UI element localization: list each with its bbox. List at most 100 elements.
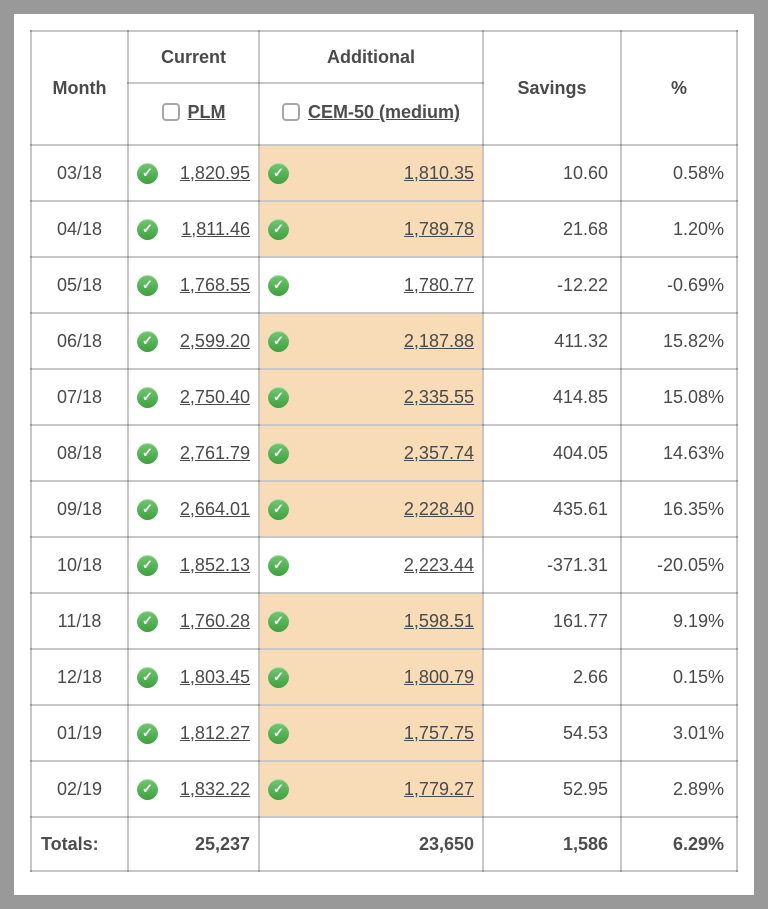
- additional-value-link[interactable]: 1,800.79: [403, 666, 474, 687]
- current-cell: ✓ 1,820.95: [127, 144, 260, 202]
- column-header-percent: %: [620, 30, 738, 146]
- savings-cell: 21.68: [482, 200, 622, 258]
- savings-value: 435.61: [552, 498, 608, 519]
- table-row: 12/18 ✓ 1,803.45 ✓ 1,800.79 2.66 0.15%: [30, 648, 738, 706]
- percent-cell: 14.63%: [620, 424, 738, 482]
- additional-value-link[interactable]: 2,228.40: [403, 498, 474, 519]
- plm-checkbox[interactable]: [161, 103, 180, 122]
- current-value-link[interactable]: 2,750.40: [179, 386, 250, 407]
- additional-value-link[interactable]: 1,779.27: [403, 778, 474, 799]
- current-cell: ✓ 1,768.55: [127, 256, 260, 314]
- check-circle-icon: ✓: [137, 274, 158, 296]
- percent-value: 9.19%: [672, 610, 724, 631]
- month-cell: 10/18: [30, 536, 129, 594]
- current-value-link[interactable]: 1,811.46: [181, 218, 250, 239]
- additional-value-link[interactable]: 1,789.78: [403, 218, 474, 239]
- additional-cell: ✓ 1,810.35: [258, 144, 484, 202]
- totals-percent: 6.29%: [620, 816, 738, 872]
- month-value: 04/18: [56, 218, 103, 239]
- current-value-link[interactable]: 2,761.79: [179, 442, 250, 463]
- additional-value-link[interactable]: 1,810.35: [403, 162, 474, 183]
- month-cell: 07/18: [30, 368, 129, 426]
- savings-cell: 404.05: [482, 424, 622, 482]
- current-plan-header-cell: PLM: [127, 82, 260, 146]
- current-value-link[interactable]: 1,812.27: [179, 722, 250, 743]
- month-value: 07/18: [56, 386, 103, 407]
- percent-cell: 1.20%: [620, 200, 738, 258]
- table-row: 04/18 ✓ 1,811.46 ✓ 1,789.78 21.68 1.20%: [30, 200, 738, 258]
- savings-value: 21.68: [562, 218, 608, 239]
- additional-value-link[interactable]: 1,757.75: [403, 722, 474, 743]
- additional-value-link[interactable]: 2,335.55: [403, 386, 474, 407]
- savings-value: 404.05: [552, 442, 608, 463]
- check-circle-icon: ✓: [137, 610, 158, 632]
- current-value-link[interactable]: 1,852.13: [179, 554, 250, 575]
- additional-cell: ✓ 2,357.74: [258, 424, 484, 482]
- current-value-link[interactable]: 1,820.95: [179, 162, 250, 183]
- additional-value-link[interactable]: 1,598.51: [403, 610, 474, 631]
- current-value-link[interactable]: 1,760.28: [179, 610, 250, 631]
- savings-value: 2.66: [572, 666, 608, 687]
- percent-value: 0.58%: [672, 162, 724, 183]
- plm-plan-link[interactable]: PLM: [187, 101, 226, 122]
- month-value: 10/18: [56, 554, 103, 575]
- month-cell: 03/18: [30, 144, 129, 202]
- savings-cell: -12.22: [482, 256, 622, 314]
- table-row: 07/18 ✓ 2,750.40 ✓ 2,335.55 414.85 15.08…: [30, 368, 738, 426]
- column-header-month: Month: [30, 30, 129, 146]
- month-value: 11/18: [57, 610, 102, 631]
- table-row: 03/18 ✓ 1,820.95 ✓ 1,810.35 10.60 0.58%: [30, 144, 738, 202]
- table-footer: Totals: 25,237 23,650 1,586 6.29%: [30, 816, 738, 872]
- savings-cell: 54.53: [482, 704, 622, 762]
- current-value-link[interactable]: 1,768.55: [179, 274, 250, 295]
- cem50-checkbox[interactable]: [281, 103, 300, 122]
- table-row: 08/18 ✓ 2,761.79 ✓ 2,357.74 404.05 14.63…: [30, 424, 738, 482]
- check-circle-icon: ✓: [268, 386, 289, 408]
- current-value-link[interactable]: 1,832.22: [179, 778, 250, 799]
- current-value-link[interactable]: 2,599.20: [179, 330, 250, 351]
- additional-value-link[interactable]: 2,223.44: [403, 554, 474, 575]
- additional-cell: ✓ 1,800.79: [258, 648, 484, 706]
- additional-cell: ✓ 1,780.77: [258, 256, 484, 314]
- additional-value-link[interactable]: 2,187.88: [403, 330, 474, 351]
- additional-plan-header-cell: CEM-50 (medium): [258, 82, 484, 146]
- percent-cell: 15.82%: [620, 312, 738, 370]
- current-cell: ✓ 1,803.45: [127, 648, 260, 706]
- table-row: 02/19 ✓ 1,832.22 ✓ 1,779.27 52.95 2.89%: [30, 760, 738, 818]
- percent-cell: 16.35%: [620, 480, 738, 538]
- month-value: 03/18: [56, 162, 103, 183]
- savings-cell: 2.66: [482, 648, 622, 706]
- table-body: 03/18 ✓ 1,820.95 ✓ 1,810.35 10.60 0.58% …: [30, 144, 738, 818]
- cem50-plan-link[interactable]: CEM-50 (medium): [307, 101, 460, 122]
- additional-cell: ✓ 2,223.44: [258, 536, 484, 594]
- month-cell: 09/18: [30, 480, 129, 538]
- savings-cell: -371.31: [482, 536, 622, 594]
- month-value: 08/18: [56, 442, 103, 463]
- table-row: 10/18 ✓ 1,852.13 ✓ 2,223.44 -371.31 -20.…: [30, 536, 738, 594]
- month-cell: 02/19: [30, 760, 129, 818]
- table-row: 11/18 ✓ 1,760.28 ✓ 1,598.51 161.77 9.19%: [30, 592, 738, 650]
- savings-cell: 411.32: [482, 312, 622, 370]
- check-circle-icon: ✓: [137, 386, 158, 408]
- check-circle-icon: ✓: [268, 330, 289, 352]
- check-circle-icon: ✓: [137, 554, 158, 576]
- savings-cell: 10.60: [482, 144, 622, 202]
- additional-value-link[interactable]: 2,357.74: [403, 442, 474, 463]
- current-cell: ✓ 2,750.40: [127, 368, 260, 426]
- column-header-current: Current: [127, 30, 260, 84]
- month-value: 01/19: [56, 722, 103, 743]
- percent-cell: 9.19%: [620, 592, 738, 650]
- percent-cell: 0.58%: [620, 144, 738, 202]
- current-value-link[interactable]: 1,803.45: [179, 666, 250, 687]
- table-row: 01/19 ✓ 1,812.27 ✓ 1,757.75 54.53 3.01%: [30, 704, 738, 762]
- totals-row: Totals: 25,237 23,650 1,586 6.29%: [30, 816, 738, 872]
- current-cell: ✓ 1,811.46: [127, 200, 260, 258]
- current-value-link[interactable]: 2,664.01: [179, 498, 250, 519]
- additional-cell: ✓ 1,598.51: [258, 592, 484, 650]
- savings-cell: 52.95: [482, 760, 622, 818]
- percent-value: -0.69%: [666, 274, 724, 295]
- additional-cell: ✓ 1,779.27: [258, 760, 484, 818]
- savings-cell: 435.61: [482, 480, 622, 538]
- additional-value-link[interactable]: 1,780.77: [403, 274, 474, 295]
- month-cell: 06/18: [30, 312, 129, 370]
